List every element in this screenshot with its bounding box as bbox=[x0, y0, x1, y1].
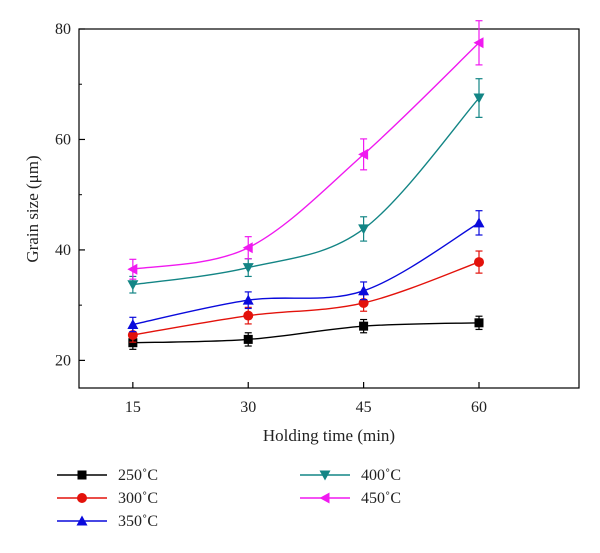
series-line bbox=[132, 261, 480, 336]
x-tick-label: 45 bbox=[356, 399, 372, 416]
legend-marker bbox=[76, 515, 88, 526]
y-tick-label: 40 bbox=[55, 242, 71, 259]
legend-item-3: 350˚C bbox=[57, 513, 158, 530]
series-3 bbox=[127, 210, 485, 333]
data-point bbox=[127, 329, 138, 340]
legend-item-2: 300˚C bbox=[57, 490, 158, 507]
x-tick-label: 30 bbox=[240, 399, 256, 416]
data-point bbox=[243, 334, 253, 344]
x-tick-label: 60 bbox=[471, 399, 487, 416]
axes-layer: 15 30 45 60 20 40 60 80 bbox=[55, 21, 487, 416]
y-tick-label: 20 bbox=[55, 352, 71, 369]
y-axis-title: Grain size (μm) bbox=[23, 155, 42, 262]
data-point bbox=[473, 93, 485, 104]
legend-label: 300˚C bbox=[118, 490, 158, 507]
x-axis-title: Holding time (min) bbox=[263, 426, 395, 445]
data-point bbox=[473, 37, 484, 49]
data-point bbox=[473, 217, 485, 228]
data-point bbox=[242, 263, 254, 274]
legend-marker bbox=[77, 470, 87, 480]
legend-marker bbox=[319, 492, 330, 504]
legend-label: 450˚C bbox=[361, 490, 401, 507]
legend-label: 400˚C bbox=[361, 467, 401, 484]
data-point bbox=[243, 310, 254, 321]
legend-label: 250˚C bbox=[118, 467, 158, 484]
data-point bbox=[242, 242, 253, 254]
data-point bbox=[358, 148, 369, 160]
series-5 bbox=[127, 20, 484, 280]
data-point bbox=[127, 263, 138, 275]
x-tick-label: 15 bbox=[125, 399, 141, 416]
data-point bbox=[242, 294, 254, 305]
series-line bbox=[132, 322, 480, 344]
legend-item-4: 400˚C bbox=[300, 467, 401, 484]
series-1 bbox=[128, 315, 484, 350]
legend-item-5: 450˚C bbox=[300, 490, 401, 507]
y-tick-label: 80 bbox=[55, 21, 71, 38]
data-point bbox=[127, 318, 139, 329]
y-tick-label: 60 bbox=[55, 131, 71, 148]
series-line bbox=[132, 222, 480, 326]
series-2 bbox=[127, 250, 484, 343]
legend-marker bbox=[319, 470, 331, 481]
data-point bbox=[358, 285, 370, 296]
series-line bbox=[132, 42, 480, 270]
series-layer bbox=[127, 20, 485, 350]
data-point bbox=[474, 318, 484, 328]
legend: 250˚C 300˚C 350˚C 400˚C 450˚C bbox=[57, 467, 401, 530]
legend-item-1: 250˚C bbox=[57, 467, 158, 484]
data-point bbox=[474, 257, 484, 268]
data-point bbox=[358, 297, 369, 308]
data-point bbox=[358, 224, 370, 235]
series-4 bbox=[127, 78, 485, 294]
series-line bbox=[132, 97, 480, 286]
legend-label: 350˚C bbox=[118, 513, 158, 530]
plot-frame bbox=[78, 28, 580, 389]
data-point bbox=[359, 321, 369, 331]
legend-marker bbox=[77, 493, 87, 503]
data-point bbox=[127, 280, 139, 291]
